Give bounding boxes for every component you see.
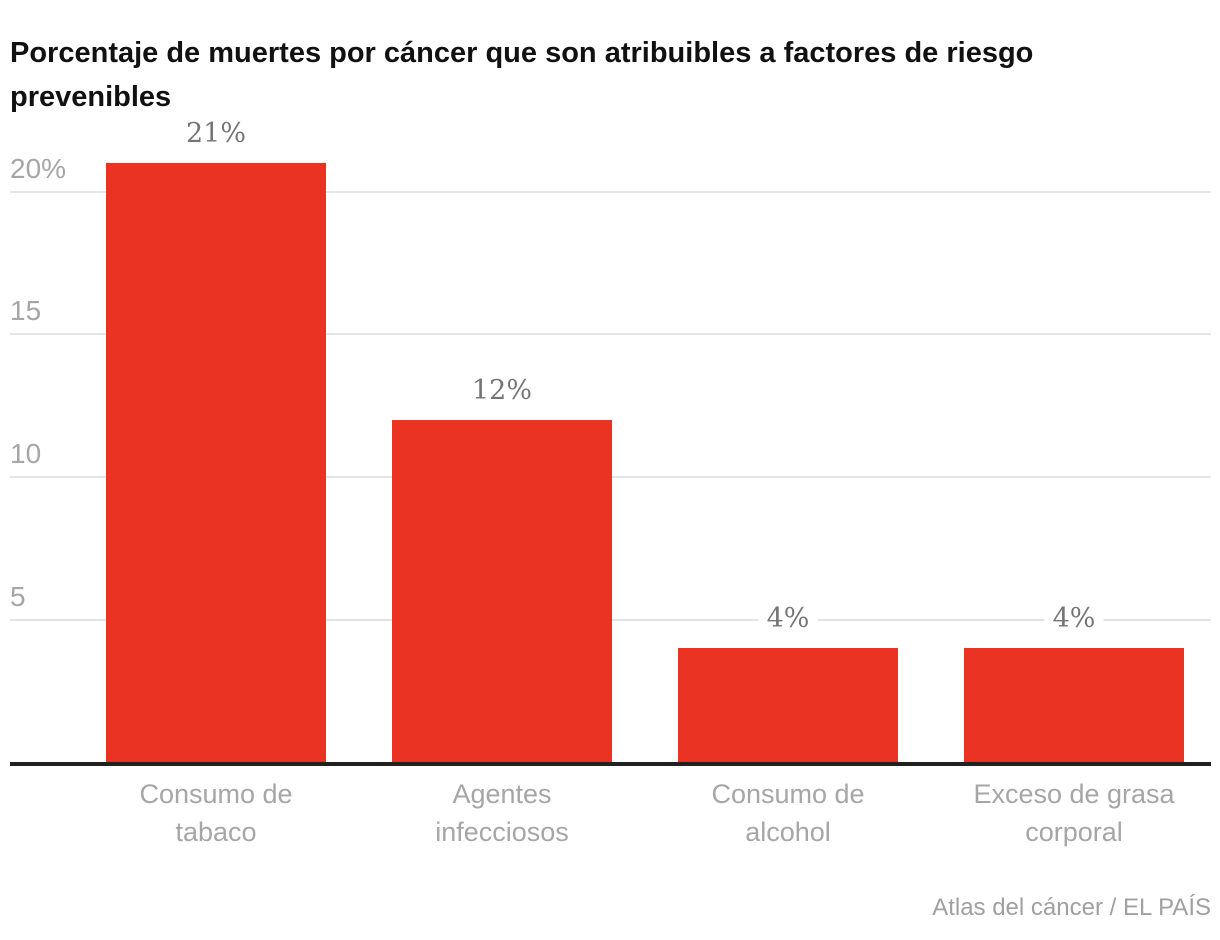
category-label: Agentes infecciosos — [359, 775, 645, 851]
chart-title-line-2: prevenibles — [10, 81, 172, 114]
category-label-line: tabaco — [175, 817, 257, 847]
bar-value-label: 21% — [177, 117, 255, 151]
source-credit: Atlas del cáncer / EL PAÍS — [932, 894, 1211, 921]
chart-title: Porcentaje de muertes por cáncer que son… — [10, 31, 1210, 119]
category-label-line: Agentes — [452, 779, 552, 809]
bar-1 — [106, 163, 326, 763]
category-label-line: Consumo de — [711, 779, 865, 809]
y-tick-label: 5 — [10, 581, 26, 612]
x-axis-line — [10, 762, 1211, 766]
bar-3 — [678, 648, 898, 763]
category-label-line: corporal — [1025, 817, 1123, 847]
category-label: Exceso de grasa corporal — [931, 775, 1217, 851]
category-label: Consumo de tabaco — [73, 775, 359, 851]
bar-2 — [392, 420, 612, 763]
y-tick-label: 20% — [10, 153, 67, 184]
chart-title-line-1: Porcentaje de muertes por cáncer que son… — [10, 37, 1034, 70]
category-label-line: Exceso de grasa — [973, 779, 1175, 809]
gridline — [10, 333, 1211, 335]
y-tick-label: 15 — [10, 295, 42, 326]
category-label: Consumo de alcohol — [645, 775, 931, 851]
bar-4 — [964, 648, 1184, 763]
bar-value-label: 4% — [758, 602, 818, 636]
gridline — [10, 191, 1211, 193]
category-label-line: alcohol — [745, 817, 831, 847]
category-label-line: infecciosos — [435, 817, 569, 847]
y-tick-label: 10 — [10, 438, 42, 469]
bar-value-label: 12% — [463, 374, 541, 408]
bar-value-label: 4% — [1044, 602, 1104, 636]
category-label-line: Consumo de — [139, 779, 293, 809]
